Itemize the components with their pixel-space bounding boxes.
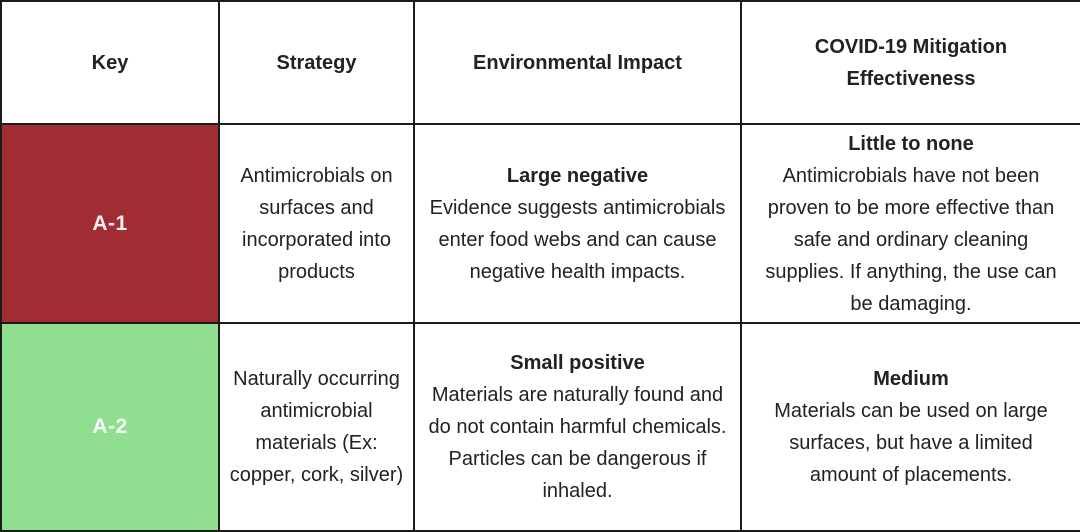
- column-header-covid-mitigation-effectiveness: COVID-19 Mitigation Effectiveness: [740, 0, 1080, 125]
- covid-effectiveness-headline-a2: Medium: [873, 368, 949, 390]
- key-cell-a2: A-2: [0, 322, 220, 532]
- environmental-impact-cell-a1: Large negative Evidence suggests antimic…: [413, 123, 742, 324]
- table-row-a1: A-1 Antimicrobials on surfaces and incor…: [0, 123, 1080, 324]
- environmental-impact-cell-a2: Small positive Materials are naturally f…: [413, 322, 742, 532]
- covid-effectiveness-cell-a2: Medium Materials can be used on large su…: [740, 322, 1080, 532]
- key-cell-a1: A-1: [0, 123, 220, 324]
- environmental-impact-body-a1: Evidence suggests antimicrobials enter f…: [429, 196, 726, 283]
- column-header-strategy: Strategy: [218, 0, 415, 125]
- covid-effectiveness-body-a2: Materials can be used on large surfaces,…: [774, 400, 1048, 486]
- environmental-impact-headline-a1: Large negative: [506, 164, 649, 187]
- column-header-key: Key: [0, 0, 220, 125]
- strategy-cell-a2: Naturally occurring antimicrobial materi…: [218, 322, 415, 532]
- column-header-environmental-impact: Environmental Impact: [413, 0, 742, 125]
- covid-effectiveness-headline-a1: Little to none: [848, 132, 974, 155]
- environmental-impact-headline-a2: Small positive: [510, 352, 645, 374]
- covid-effectiveness-body-a1: Antimicrobials have not been proven to b…: [765, 164, 1057, 315]
- table-row-a2: A-2 Naturally occurring antimicrobial ma…: [0, 322, 1080, 532]
- covid-effectiveness-cell-a1: Little to none Antimicrobials have not b…: [740, 123, 1080, 324]
- environmental-impact-body-a2: Materials are naturally found and do not…: [428, 384, 727, 502]
- strategy-cell-a1: Antimicrobials on surfaces and incorpora…: [218, 123, 415, 324]
- header-row: Key Strategy Environmental Impact COVID-…: [0, 0, 1080, 125]
